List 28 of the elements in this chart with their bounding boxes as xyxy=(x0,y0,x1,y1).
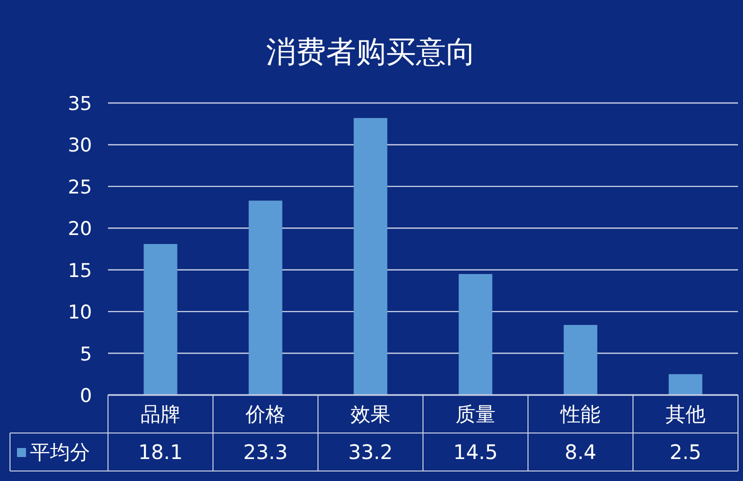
y-tick-label: 35 xyxy=(68,93,92,115)
data-label: 8.4 xyxy=(564,440,596,464)
y-tick-label: 25 xyxy=(68,176,92,198)
x-tick-label: 效果 xyxy=(350,402,390,426)
bar xyxy=(564,324,598,395)
bar xyxy=(144,244,178,395)
x-tick-label: 品牌 xyxy=(140,402,180,426)
y-tick-label: 15 xyxy=(68,260,92,282)
x-tick-label: 性能 xyxy=(560,402,600,426)
data-label: 2.5 xyxy=(670,440,702,464)
y-tick-label: 0 xyxy=(80,385,92,407)
x-tick-label: 价格 xyxy=(244,402,286,426)
y-tick-label: 20 xyxy=(68,218,92,240)
bar xyxy=(458,274,492,395)
bar xyxy=(354,118,388,395)
bar xyxy=(248,200,282,395)
data-label: 23.3 xyxy=(243,440,288,464)
data-label: 14.5 xyxy=(453,440,498,464)
chart-title: 消费者购买意向 xyxy=(266,35,476,70)
data-label: 33.2 xyxy=(348,440,393,464)
y-tick-label: 10 xyxy=(68,302,92,324)
y-tick-label: 30 xyxy=(68,134,92,157)
legend-label: 平均分 xyxy=(30,440,90,464)
data-label: 18.1 xyxy=(138,440,183,464)
y-tick-label: 5 xyxy=(80,343,92,366)
x-tick-label: 质量 xyxy=(456,402,496,426)
x-tick-label: 其他 xyxy=(666,402,706,426)
bar xyxy=(668,374,702,395)
